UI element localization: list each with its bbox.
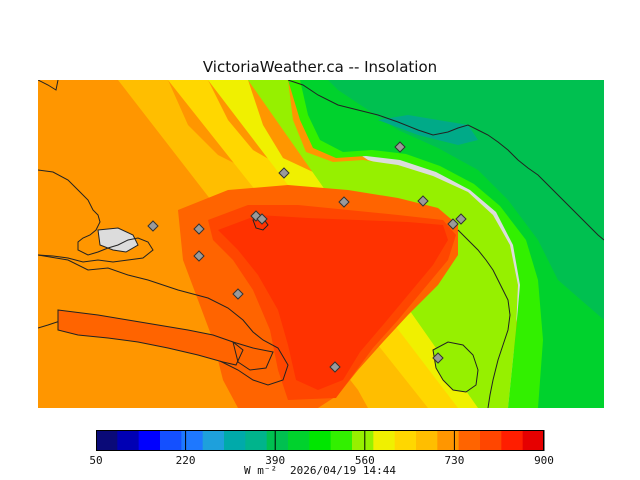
contour-band (218, 215, 448, 390)
station-marker-diamond-icon (447, 218, 459, 230)
coastline (287, 80, 604, 241)
colorbar-swatch (330, 430, 353, 451)
coastline (232, 341, 274, 371)
colorbar-tick-label: 220 (175, 454, 196, 467)
station-marker-diamond-icon (394, 141, 406, 153)
station-marker-diamond-icon (147, 220, 159, 232)
colorbar-swatch (266, 430, 289, 451)
colorbar-swatch (480, 430, 502, 451)
colorbar-units: W m⁻² (244, 464, 278, 477)
colorbar-swatch (373, 430, 396, 451)
colorbar-swatch (181, 430, 204, 451)
colorbar-swatch (416, 430, 438, 451)
colorbar-swatch (394, 430, 417, 451)
colorbar-swatch (96, 430, 118, 451)
colorbar-swatch (352, 430, 374, 451)
colorbar-swatch (501, 430, 524, 451)
colorbar-swatch (224, 430, 246, 451)
colorbar-tick-label: 900 (534, 454, 554, 467)
colorbar-tick-label: 560 (354, 454, 375, 467)
station-marker-diamond-icon (338, 196, 350, 208)
coastline (97, 227, 139, 253)
station-marker-diamond-icon (193, 250, 205, 262)
colorbar-tick-label: 50 (89, 454, 103, 467)
colorbar-swatch (138, 430, 161, 451)
station-marker-diamond-icon (329, 361, 341, 373)
station-marker-diamond-icon (256, 213, 268, 225)
coastline (38, 80, 59, 91)
station-marker-diamond-icon (432, 352, 444, 364)
contour-band (378, 115, 478, 145)
coastlines (38, 80, 604, 408)
colorbar-swatch (245, 430, 268, 451)
colorbar-swatch (309, 430, 332, 451)
coastline (38, 169, 154, 263)
station-marker-diamond-icon (455, 213, 467, 225)
timestamp: 2026/04/19 14:44 (290, 464, 396, 477)
insolation-contours (38, 80, 604, 408)
colorbar-swatch (288, 430, 310, 451)
coastline (432, 341, 479, 393)
colorbar-swatch (458, 430, 481, 451)
colorbar-tick-label: 730 (444, 454, 465, 467)
colorbar-swatch (522, 430, 545, 451)
station-marker-diamond-icon (232, 288, 244, 300)
weather-stations (147, 141, 467, 373)
insolation-map (38, 80, 604, 408)
coastline (57, 309, 244, 366)
station-marker-diamond-icon (417, 195, 429, 207)
colorbar-tick-label: 390 (265, 454, 286, 467)
colorbar-swatch (202, 430, 225, 451)
coastline (457, 229, 511, 408)
map-title: VictoriaWeather.ca -- Insolation (202, 58, 438, 76)
contour-band (328, 80, 604, 320)
colorbar-swatch (160, 430, 182, 451)
station-marker-diamond-icon (278, 167, 290, 179)
station-marker-diamond-icon (193, 223, 205, 235)
colorbar (95, 430, 545, 451)
colorbar-swatch (117, 430, 140, 451)
colorbar-swatch (437, 430, 460, 451)
